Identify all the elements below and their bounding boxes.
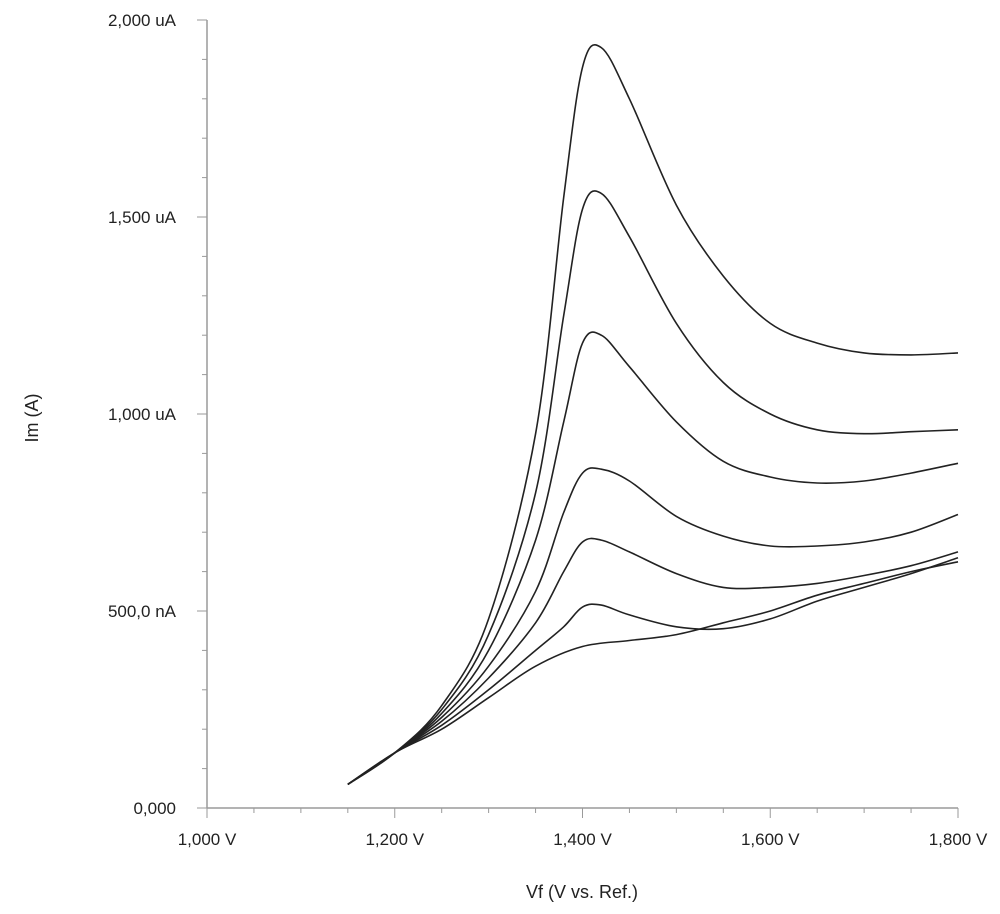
- x-axis-title: Vf (V vs. Ref.): [526, 882, 638, 902]
- x-tick-label: 1,400 V: [553, 830, 612, 849]
- x-tick-label: 1,200 V: [365, 830, 424, 849]
- x-tick-label: 1,600 V: [741, 830, 800, 849]
- series-line-7: [347, 44, 959, 786]
- series-line-2: [347, 557, 959, 786]
- x-tick-label: 1,000 V: [178, 830, 237, 849]
- series-line-3: [347, 537, 959, 786]
- series-layer: [347, 44, 959, 786]
- series-line-5: [347, 331, 959, 786]
- series-line-1: [347, 561, 959, 786]
- y-tick-label: 2,000 uA: [108, 11, 177, 30]
- y-axis-title: Im (A): [22, 394, 42, 443]
- x-tick-label: 1,800 V: [929, 830, 988, 849]
- series-line-4: [347, 467, 959, 786]
- axes: 0,000 500,0 nA 1,000 uA 1,500 uA 2,000 uA 1,0…: [108, 11, 988, 849]
- y-tick-label: 1,500 uA: [108, 208, 177, 227]
- y-tick-label: 0,000: [133, 799, 176, 818]
- y-tick-label: 1,000 uA: [108, 405, 177, 424]
- y-tick-label: 500,0 nA: [108, 602, 177, 621]
- series-line-6: [347, 190, 959, 786]
